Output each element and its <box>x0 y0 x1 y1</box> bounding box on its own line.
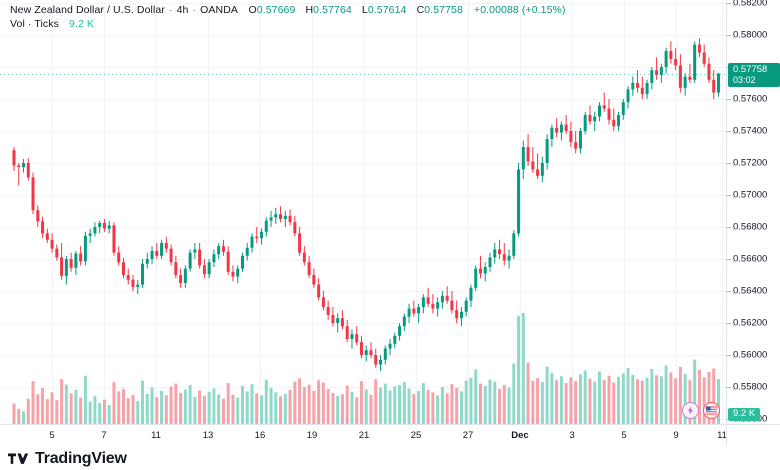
price-tick-mark <box>727 131 731 132</box>
price-axis-label: 0.56600 <box>733 253 768 265</box>
time-axis-label: 7 <box>101 430 107 441</box>
time-axis-corner <box>726 424 780 446</box>
current-price-value: 0.57758 <box>733 63 768 75</box>
time-axis-label: 16 <box>254 430 266 441</box>
price-axis-label: 0.56800 <box>733 221 768 233</box>
lightning-icon[interactable] <box>682 402 699 419</box>
price-tick-mark <box>727 323 731 324</box>
price-axis-label: 0.57400 <box>733 125 768 137</box>
price-tick-mark <box>727 195 731 196</box>
price-tick-mark <box>727 99 731 100</box>
current-price-line <box>0 74 726 75</box>
tradingview-logo: TradingView <box>8 450 127 468</box>
volume-badge: 9.2 K <box>728 408 760 421</box>
candlestick-series <box>12 38 720 371</box>
price-axis-label: 0.57200 <box>733 157 768 169</box>
time-axis-label: 25 <box>410 430 422 441</box>
current-price-badge[interactable]: 0.57758 03:02 <box>728 62 780 87</box>
time-axis-label: 21 <box>358 430 370 441</box>
time-axis-label: 19 <box>306 430 318 441</box>
grid-layer <box>0 0 726 424</box>
price-tick-mark <box>727 355 731 356</box>
price-axis-label: 0.58000 <box>733 29 768 41</box>
price-tick-mark <box>727 227 731 228</box>
price-axis-label: 0.57600 <box>733 93 768 105</box>
price-axis-label: 0.56200 <box>733 317 768 329</box>
time-axis[interactable]: 5 7 11 13 16 19 21 25 27 Dec 3 5 9 11 <box>0 424 727 447</box>
bar-countdown: 03:02 <box>733 74 756 85</box>
us-flag-icon[interactable] <box>703 402 720 419</box>
time-axis-label: 13 <box>202 430 214 441</box>
time-axis-label: 5 <box>621 430 627 441</box>
price-tick-mark <box>727 291 731 292</box>
price-tick-mark <box>727 35 731 36</box>
price-axis-label: 0.56400 <box>733 285 768 297</box>
price-tick-mark <box>727 163 731 164</box>
price-tick-mark <box>727 387 731 388</box>
price-axis[interactable]: 0.57758 03:02 9.2 K 0.582000.580000.5780… <box>726 0 780 425</box>
price-tick-mark <box>727 3 731 4</box>
chart-corner-icons <box>682 402 720 419</box>
time-axis-label: 9 <box>673 430 679 441</box>
price-axis-label: 0.56000 <box>733 349 768 361</box>
price-axis-label: 0.55800 <box>733 381 768 393</box>
time-axis-label: 27 <box>462 430 474 441</box>
volume-series <box>12 312 720 424</box>
tradingview-wordmark: TradingView <box>35 450 127 467</box>
time-axis-label: 11 <box>151 430 161 441</box>
price-tick-mark <box>727 259 731 260</box>
price-axis-label: 0.57000 <box>733 189 768 201</box>
chart-plot-area[interactable] <box>0 0 726 424</box>
tradingview-mark-icon <box>8 453 29 464</box>
time-axis-label: Dec <box>511 430 529 441</box>
time-axis-label: 3 <box>569 430 575 441</box>
time-axis-label: 11 <box>717 430 727 441</box>
price-axis-label: 0.58200 <box>733 0 768 9</box>
time-axis-label: 5 <box>49 430 55 441</box>
